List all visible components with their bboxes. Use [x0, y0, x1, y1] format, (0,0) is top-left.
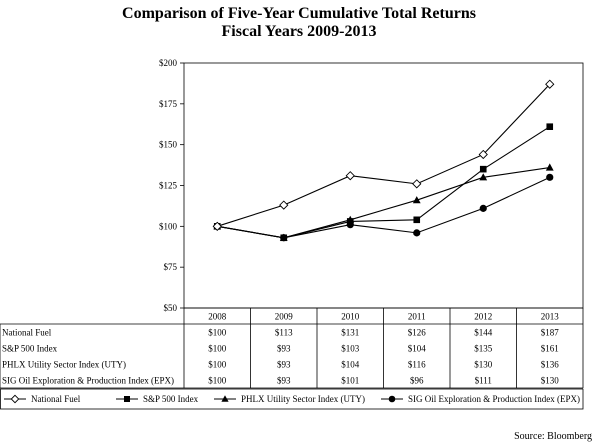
data-point-s-p-500-index	[346, 218, 354, 225]
legend-label: PHLX Utility Sector Index (UTY)	[241, 394, 365, 404]
data-label: $100	[208, 344, 227, 354]
data-point-national-fuel	[412, 179, 422, 189]
data-point-sig-oil-exploration-production-index-epx	[479, 204, 487, 212]
chart-subtitle: Fiscal Years 2009-2013	[221, 23, 377, 40]
data-label: $100	[208, 360, 227, 370]
data-point-s-p-500-index	[546, 123, 554, 130]
data-label: $111	[475, 376, 492, 386]
data-point-sig-oil-exploration-production-index-epx	[546, 173, 554, 181]
legend-marker-s-p-500-index	[124, 396, 130, 402]
data-point-s-p-500-index	[479, 165, 487, 173]
data-label: $131	[341, 328, 359, 338]
y-tick-label: $125	[159, 181, 178, 191]
data-label: $136	[541, 360, 560, 370]
series-line-sig-oil-exploration-production-index-epx	[217, 176, 550, 239]
x-tick-label: 2008	[208, 312, 227, 322]
x-tick-label: 2013	[541, 312, 560, 322]
y-tick-label: $75	[164, 262, 178, 272]
source-note: Source: Bloomberg	[514, 431, 592, 442]
data-point-national-fuel	[478, 149, 488, 160]
data-label: $135	[474, 344, 493, 354]
data-label: $130	[541, 376, 560, 386]
data-label: $96	[410, 376, 424, 386]
data-label: $104	[341, 360, 360, 370]
y-tick-label: $150	[159, 140, 178, 150]
x-tick-label: 2011	[408, 312, 426, 322]
legend-label: National Fuel	[31, 394, 81, 404]
data-point-phlx-utility-sector-index-uty	[479, 173, 488, 181]
table-row-label: National Fuel	[2, 328, 52, 338]
legend	[0, 388, 584, 410]
data-label: $93	[277, 344, 291, 354]
series-line-s-p-500-index	[217, 126, 551, 239]
data-point-national-fuel	[279, 200, 289, 210]
legend-label: SIG Oil Exploration & Production Index (…	[408, 394, 580, 404]
data-label: $104	[408, 344, 427, 354]
data-label: $126	[408, 328, 427, 338]
data-point-national-fuel	[545, 79, 555, 89]
series-line-national-fuel	[217, 83, 551, 227]
data-label: $116	[408, 360, 426, 370]
y-tick-label: $175	[159, 99, 178, 109]
table-row-label: PHLX Utility Sector Index (UTY)	[2, 360, 126, 370]
data-label: $187	[541, 328, 560, 338]
data-label: $113	[275, 328, 293, 338]
data-point-phlx-utility-sector-index-uty	[412, 196, 421, 204]
data-label: $100	[208, 328, 227, 338]
table-row-label: S&P 500 Index	[2, 344, 58, 354]
data-label: $144	[474, 328, 493, 338]
legend-label: S&P 500 Index	[143, 394, 199, 404]
data-point-phlx-utility-sector-index-uty	[545, 163, 554, 171]
legend-marker-national-fuel	[10, 394, 20, 404]
y-tick-label: $100	[159, 221, 178, 231]
x-tick-label: 2009	[275, 312, 294, 322]
data-label: $101	[341, 376, 359, 386]
data-point-sig-oil-exploration-production-index-epx	[413, 229, 421, 237]
table-row-label: SIG Oil Exploration & Production Index (…	[2, 376, 174, 386]
x-tick-label: 2010	[341, 312, 360, 322]
legend-marker-phlx-utility-sector-index-uty	[221, 395, 229, 402]
y-tick-label: $50	[164, 303, 178, 313]
plot-area	[183, 62, 584, 309]
data-label: $103	[341, 344, 360, 354]
data-label: $161	[541, 344, 559, 354]
data-label: $93	[277, 360, 291, 370]
data-label: $130	[474, 360, 493, 370]
series-line-phlx-utility-sector-index-uty	[217, 166, 550, 239]
data-label: $93	[277, 376, 291, 386]
data-point-national-fuel	[212, 221, 222, 231]
x-tick-label: 2012	[474, 312, 492, 322]
legend-marker-sig-oil-exploration-production-index-epx	[388, 395, 396, 403]
chart-title: Comparison of Five-Year Cumulative Total…	[122, 5, 476, 22]
data-point-national-fuel	[345, 171, 355, 181]
data-point-s-p-500-index	[413, 216, 421, 224]
data-label: $100	[208, 376, 227, 386]
data-point-s-p-500-index	[280, 234, 288, 242]
y-tick-label: $200	[159, 58, 178, 68]
